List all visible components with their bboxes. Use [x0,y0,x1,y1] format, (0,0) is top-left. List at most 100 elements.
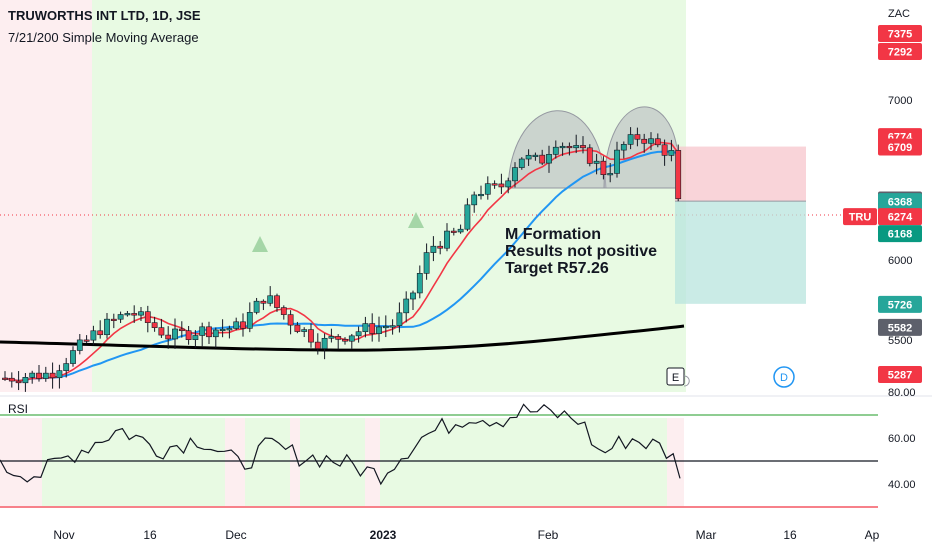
candle-body [165,334,172,340]
candle [178,321,185,338]
candle-body [430,245,437,253]
price-label-box [878,366,922,383]
candle-body [573,145,580,149]
time-axis-tick: 2023 [370,528,397,542]
candle [566,142,573,156]
candle-body [457,228,464,233]
candle-body [49,372,56,379]
price-label-5726: 5726 [878,295,922,313]
candle [117,311,124,323]
candle-body [76,339,83,351]
candle [580,136,586,154]
candle-body [22,377,29,384]
time-axis-tick: Mar [696,528,717,542]
candle-body [376,326,382,334]
candle [83,335,90,344]
candle-body [627,134,634,145]
price-label-7375: 7375 [878,25,922,42]
candle-body [600,160,607,175]
moving-averages [0,141,685,382]
candle [600,156,607,180]
candle [144,305,151,333]
price-label-6709: 6709 [878,138,922,156]
rsi-axis-tick: 40.00 [888,479,916,491]
candle-body [90,330,97,341]
m-formation-pattern [252,106,679,252]
rsi-axis-tick: 80.00 [888,387,916,399]
candle [532,152,539,161]
candle-body [8,377,15,382]
price-label-box [878,318,922,336]
rsi-bear-zone [0,418,42,506]
candle [294,321,301,334]
candle-body [117,314,124,320]
candle-body [498,183,505,188]
candle-body [648,138,654,144]
price-axis-tick: 6000 [888,255,912,267]
candle-body [280,307,287,315]
candle-body [539,154,546,164]
candle-body [559,145,566,149]
candle-body [240,321,246,329]
candle [63,357,70,378]
symbol-tag-text: TRU [849,212,872,224]
chart-title: TRUWORTHS INT LTD, 1D, JSE [8,8,201,23]
price-label-box [878,225,922,243]
annotation-note[interactable]: M Formation Results not positive Target … [505,226,657,277]
candle [498,173,505,195]
candle [280,305,287,320]
candle [240,313,246,337]
trend-background [0,0,686,506]
candle [138,306,144,321]
price-label-text: 6709 [888,142,912,154]
candle [355,326,362,343]
candle-body [362,323,369,333]
candle-body [185,330,192,340]
candle [505,177,512,194]
candle [253,297,260,315]
candle [559,142,566,156]
rsi-legend[interactable]: RSI [8,402,29,416]
candle-body [675,150,682,200]
candle-body [410,292,416,300]
candles [2,127,682,392]
candle-body [199,326,206,336]
candle [246,302,253,333]
candle [620,141,627,159]
dividend-marker-label: D [780,372,788,384]
candle [226,325,233,339]
rsi-axis-tick: 60.00 [888,433,916,445]
candle [287,310,294,335]
candle-body [42,372,49,379]
candle-body [56,370,63,379]
price-label-text: 5582 [888,322,912,334]
candle-body [532,154,539,157]
rsi-bear-band-1 [290,418,300,506]
candle [199,322,206,347]
buy-signal-triangle-2 [408,212,424,228]
candle-body [464,204,471,230]
price-label-box [878,193,922,211]
candle-body [396,312,403,326]
candle [97,320,104,339]
candle [539,149,546,166]
candle-body [97,330,104,336]
candle-body [620,144,627,151]
candle [410,290,416,310]
candle [478,185,484,200]
candle [389,319,396,335]
candle [301,327,308,338]
candle-body [2,377,8,380]
price-label-text: 5726 [888,299,912,311]
candle-body [668,150,675,156]
candle-body [178,328,185,332]
grid [0,214,932,397]
candle [90,325,97,346]
indicator-legend[interactable]: 7/21/200 Simple Moving Average [8,30,199,45]
candle-body [253,300,260,313]
candle [423,243,430,280]
stop-zone [675,146,806,202]
candle [158,318,165,338]
candle [607,162,614,183]
